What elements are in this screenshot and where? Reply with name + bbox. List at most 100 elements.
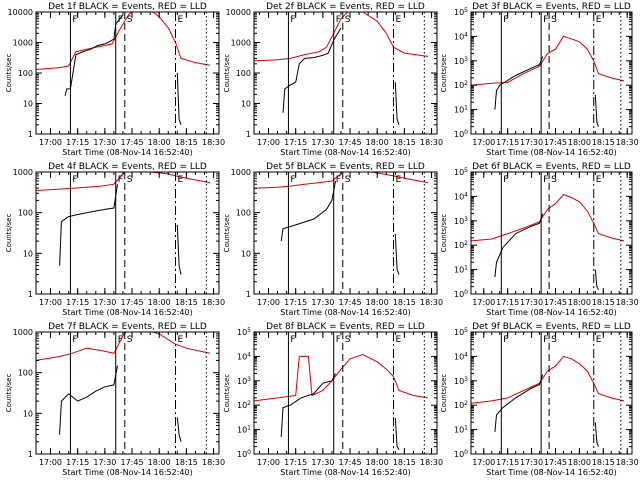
x-tick-label: 17:00 bbox=[472, 458, 495, 467]
time-marker-label: E bbox=[596, 175, 602, 185]
events-series-line bbox=[64, 14, 124, 96]
lld-series-line bbox=[254, 353, 428, 402]
x-tick-label: 17:30 bbox=[93, 298, 116, 307]
x-axis-label: Start Time (08-Nov-14 16:52:40) bbox=[62, 468, 192, 477]
x-tick-label: 17:00 bbox=[39, 298, 62, 307]
y-tick-label: 104 bbox=[454, 31, 468, 41]
x-tick-label: 17:30 bbox=[93, 138, 116, 147]
time-marker-label: F bbox=[118, 175, 123, 185]
x-tick-label: 17:15 bbox=[66, 298, 89, 307]
y-tick-label: 1000 bbox=[231, 168, 251, 177]
events-series-line bbox=[176, 224, 182, 275]
plot-frame bbox=[470, 331, 633, 455]
time-marker-label: E bbox=[396, 175, 402, 185]
x-tick-label: 18:00 bbox=[568, 458, 591, 467]
y-tick-label: 10000 bbox=[226, 8, 251, 17]
y-tick-label: 100 bbox=[18, 369, 33, 378]
y-axis-label: Counts/sec bbox=[223, 374, 231, 413]
time-marker-label: E bbox=[178, 15, 184, 25]
plot-frame bbox=[470, 171, 633, 295]
time-marker-label: F bbox=[336, 15, 341, 25]
x-tick-label: 18:15 bbox=[393, 458, 416, 467]
lld-series-line bbox=[471, 35, 625, 86]
time-marker-label: F bbox=[118, 335, 123, 345]
x-tick-label: 17:15 bbox=[66, 458, 89, 467]
x-tick-label: 17:15 bbox=[284, 458, 307, 467]
events-series-line bbox=[59, 184, 118, 266]
x-tick-label: 18:30 bbox=[202, 298, 225, 307]
time-marker-label: F bbox=[503, 335, 508, 345]
y-tick-label: 10 bbox=[23, 100, 33, 109]
panel-title: Det 9f BLACK = Events, RED = LLD bbox=[472, 322, 631, 332]
x-tick-label: 18:30 bbox=[616, 138, 639, 147]
y-tick-label: 10 bbox=[241, 249, 251, 258]
events-series-line bbox=[282, 27, 342, 113]
plot-frame bbox=[253, 171, 438, 295]
time-marker-label: S bbox=[551, 175, 557, 185]
y-tick-label: 10 bbox=[23, 409, 33, 418]
panel-title: Det 7f BLACK = Events, RED = LLD bbox=[48, 322, 207, 332]
panel-title: Det 1f BLACK = Events, RED = LLD bbox=[48, 2, 207, 12]
x-tick-label: 18:15 bbox=[175, 298, 198, 307]
x-tick-label: 18:15 bbox=[175, 138, 198, 147]
x-tick-label: 17:00 bbox=[472, 138, 495, 147]
y-tick-label: 102 bbox=[454, 80, 468, 90]
x-tick-label: 17:45 bbox=[120, 458, 143, 467]
events-series-line bbox=[594, 94, 599, 127]
y-tick-label: 1 bbox=[246, 130, 251, 139]
x-tick-label: 17:15 bbox=[496, 298, 519, 307]
y-tick-label: 101 bbox=[454, 105, 468, 115]
time-marker-label: F bbox=[543, 175, 548, 185]
y-tick-label: 1000 bbox=[13, 39, 33, 48]
x-tick-label: 18:30 bbox=[420, 298, 443, 307]
x-tick-label: 18:00 bbox=[366, 458, 389, 467]
time-marker-label: E bbox=[596, 335, 602, 345]
events-series-line bbox=[494, 213, 544, 277]
x-axis-label: Start Time (08-Nov-14 16:52:40) bbox=[486, 308, 616, 317]
x-tick-label: 17:30 bbox=[93, 458, 116, 467]
y-tick-label: 100 bbox=[18, 69, 33, 78]
time-marker-label: S bbox=[127, 175, 133, 185]
plot-frame bbox=[35, 171, 220, 295]
time-marker-label: F bbox=[543, 15, 548, 25]
y-tick-label: 100 bbox=[236, 209, 251, 218]
x-tick-label: 18:15 bbox=[592, 458, 615, 467]
y-axis-label: Counts/sec bbox=[440, 54, 448, 93]
x-tick-label: 18:00 bbox=[148, 458, 171, 467]
y-tick-label: 104 bbox=[454, 191, 468, 201]
y-axis-label: Counts/sec bbox=[223, 54, 231, 93]
x-tick-label: 17:15 bbox=[496, 458, 519, 467]
x-tick-label: 17:15 bbox=[496, 138, 519, 147]
panel-title: Det 5f BLACK = Events, RED = LLD bbox=[266, 162, 425, 172]
y-tick-label: 105 bbox=[237, 327, 251, 337]
y-tick-label: 100 bbox=[454, 129, 468, 139]
x-tick-label: 17:00 bbox=[39, 458, 62, 467]
y-axis-label: Counts/sec bbox=[440, 214, 448, 253]
x-tick-label: 17:00 bbox=[39, 138, 62, 147]
time-marker-label: F bbox=[290, 175, 295, 185]
x-tick-label: 18:15 bbox=[592, 298, 615, 307]
y-tick-label: 100 bbox=[18, 209, 33, 218]
y-tick-label: 100 bbox=[454, 289, 468, 299]
x-tick-label: 17:30 bbox=[311, 298, 334, 307]
y-tick-label: 103 bbox=[454, 56, 468, 66]
y-axis-label: Counts/sec bbox=[5, 214, 13, 253]
x-tick-label: 17:00 bbox=[257, 138, 280, 147]
x-axis-label: Start Time (08-Nov-14 16:52:40) bbox=[486, 468, 616, 477]
y-axis-label: Counts/sec bbox=[5, 54, 13, 93]
time-marker-label: F bbox=[336, 335, 341, 345]
y-axis-label: Counts/sec bbox=[223, 214, 231, 253]
time-marker-label: F bbox=[503, 175, 508, 185]
y-tick-label: 10000 bbox=[8, 8, 33, 17]
events-series-line bbox=[594, 422, 599, 447]
x-tick-label: 18:00 bbox=[568, 298, 591, 307]
x-tick-label: 18:30 bbox=[202, 138, 225, 147]
y-tick-label: 104 bbox=[454, 351, 468, 361]
plot-frame bbox=[253, 331, 438, 455]
time-marker-label: F bbox=[336, 175, 341, 185]
y-tick-label: 100 bbox=[237, 449, 251, 459]
y-tick-label: 105 bbox=[454, 327, 468, 337]
